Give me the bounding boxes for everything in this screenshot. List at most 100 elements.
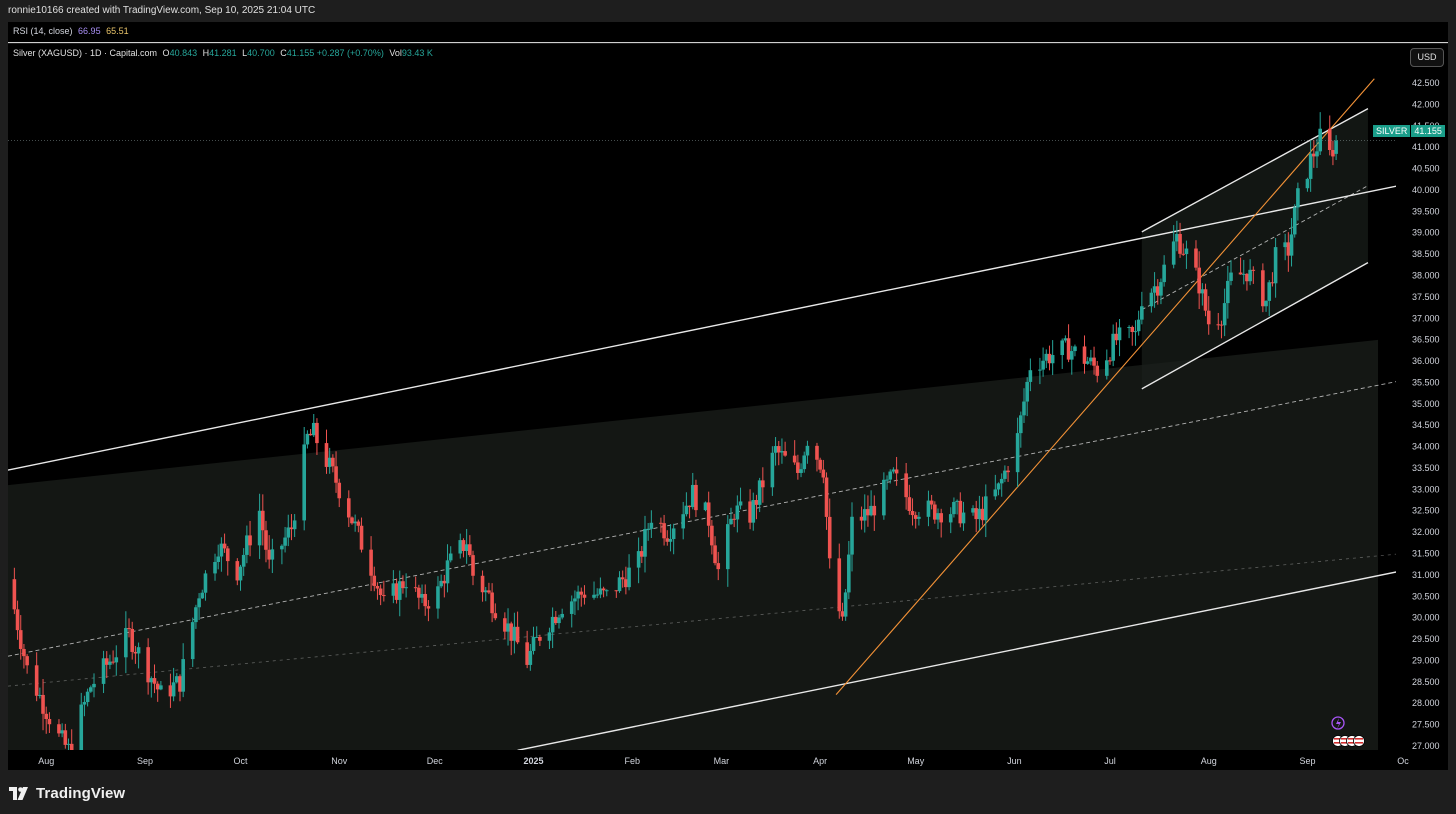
candle-up bbox=[1050, 355, 1055, 364]
time-axis-label: 2025 bbox=[523, 756, 543, 766]
candle-down bbox=[168, 685, 173, 697]
candle-up bbox=[983, 496, 988, 521]
chart-canvas[interactable]: 42.50042.00041.50041.00040.50040.00039.5… bbox=[8, 44, 1448, 770]
candle-down bbox=[732, 518, 736, 520]
candle-down bbox=[554, 616, 558, 624]
candle-down bbox=[111, 661, 115, 663]
candle-down bbox=[761, 480, 765, 488]
candle-up bbox=[1117, 327, 1122, 341]
price-axis-label: 42.000 bbox=[1412, 99, 1440, 109]
candle-up bbox=[213, 562, 217, 574]
candle-down bbox=[974, 508, 979, 520]
candle-up bbox=[735, 505, 740, 520]
candle-up bbox=[802, 455, 807, 470]
candle-up bbox=[971, 508, 975, 513]
small-channel-middle bbox=[1141, 185, 1369, 311]
candle-up bbox=[464, 544, 469, 551]
candle-up bbox=[458, 540, 463, 554]
candle-down bbox=[538, 636, 542, 641]
price-chart[interactable]: 42.50042.00041.50041.00040.50040.00039.5… bbox=[8, 44, 1448, 770]
tradingview-wordmark: TradingView bbox=[36, 785, 126, 802]
last-price-tag: SILVER 41.155 bbox=[1373, 125, 1445, 137]
candle-up bbox=[1159, 282, 1163, 296]
candle-down bbox=[413, 587, 418, 589]
candle-up bbox=[197, 598, 201, 608]
candle-up bbox=[305, 433, 310, 445]
candle-down bbox=[1261, 270, 1265, 307]
candle-up bbox=[636, 551, 641, 568]
candle-up bbox=[89, 687, 93, 692]
candle-up bbox=[1305, 178, 1310, 189]
candle-down bbox=[493, 613, 498, 619]
time-axis-label: Oc bbox=[1397, 756, 1409, 766]
candle-up bbox=[219, 543, 224, 557]
candle-up bbox=[302, 444, 306, 521]
candle-up bbox=[649, 522, 654, 529]
candle-down bbox=[130, 628, 135, 652]
candle-up bbox=[1264, 300, 1268, 307]
candle-down bbox=[958, 500, 963, 524]
candle-up bbox=[1038, 369, 1042, 371]
candle-down bbox=[1092, 357, 1096, 366]
price-axis-panel bbox=[1396, 44, 1448, 770]
candle-down bbox=[837, 558, 842, 612]
candle-up bbox=[283, 537, 287, 546]
candle-up bbox=[999, 478, 1004, 484]
price-axis-label: 38.500 bbox=[1412, 249, 1440, 259]
candle-up bbox=[1226, 280, 1230, 304]
candle-up bbox=[436, 586, 440, 609]
candle-down bbox=[1178, 233, 1182, 254]
candle-up bbox=[1184, 248, 1189, 255]
candle-up bbox=[1283, 242, 1287, 248]
candle-down bbox=[754, 500, 759, 505]
candle-up bbox=[996, 483, 1001, 490]
candle-down bbox=[840, 611, 845, 617]
candle-down bbox=[22, 648, 26, 657]
main-channel-middle bbox=[8, 379, 1404, 657]
candle-down bbox=[665, 538, 670, 542]
candle-up bbox=[397, 581, 402, 600]
time-axis-label: Sep bbox=[137, 756, 153, 766]
candle-down bbox=[1006, 470, 1010, 473]
candle-down bbox=[18, 630, 23, 649]
currency-button[interactable]: USD bbox=[1410, 48, 1444, 67]
symbol-name: Silver (XAGUSD) · 1D · Capital.com bbox=[13, 48, 158, 58]
candle-up bbox=[448, 553, 453, 561]
time-axis-label: Nov bbox=[331, 756, 348, 766]
candle-down bbox=[155, 683, 160, 690]
high-value: 41.281 bbox=[209, 48, 237, 58]
candle-down bbox=[687, 505, 692, 508]
candle-up bbox=[805, 445, 810, 456]
candle-down bbox=[350, 517, 354, 524]
candle-down bbox=[260, 510, 265, 531]
candle-down bbox=[1251, 269, 1256, 271]
tradingview-logo[interactable]: TradingView bbox=[9, 785, 125, 802]
candle-down bbox=[25, 656, 29, 666]
time-axis-label: Apr bbox=[813, 756, 827, 766]
candle-up bbox=[1162, 264, 1166, 283]
candle-down bbox=[824, 477, 829, 517]
candle-up bbox=[643, 528, 647, 557]
candle-down bbox=[490, 592, 494, 614]
candle-up bbox=[557, 617, 561, 624]
candle-up bbox=[190, 622, 195, 660]
candle-up bbox=[850, 516, 854, 555]
candle-down bbox=[910, 510, 915, 516]
candle-down bbox=[1219, 324, 1224, 326]
low-value: 40.700 bbox=[247, 48, 275, 58]
flag-stripe bbox=[1341, 738, 1349, 740]
candle-up bbox=[598, 588, 603, 595]
candle-up bbox=[534, 636, 539, 638]
main-channel-upper bbox=[8, 184, 1404, 471]
rsi-pane[interactable]: RSI (14, close) 66.95 65.51 bbox=[8, 22, 1448, 43]
candle-up bbox=[604, 590, 609, 592]
candle-up bbox=[1041, 360, 1045, 370]
price-axis-label: 30.000 bbox=[1412, 613, 1440, 623]
candle-up bbox=[770, 452, 775, 488]
candle-up bbox=[690, 484, 695, 508]
candle-down bbox=[337, 482, 342, 499]
candle-down bbox=[394, 583, 399, 600]
candle-down bbox=[1312, 153, 1316, 157]
time-axis-label: May bbox=[907, 756, 925, 766]
candle-down bbox=[515, 626, 520, 643]
